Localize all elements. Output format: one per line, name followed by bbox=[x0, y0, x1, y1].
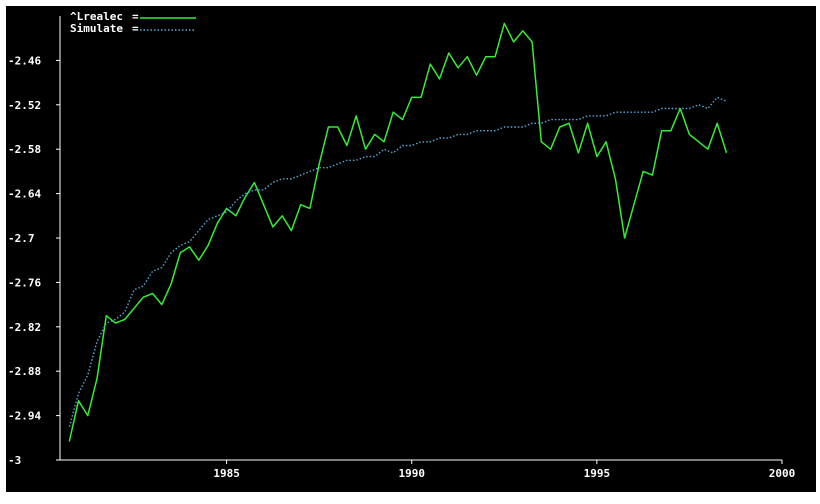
y-ticks: -2.46 -2.52 -2.58 -2.64 -2.7 -2.76 -2.82 -2.88 -… bbox=[8, 54, 60, 467]
line-chart: -2.46 -2.52 -2.58 -2.64 -2.7 -2.76 -2.82 -2.88 -… bbox=[8, 10, 795, 480]
legend-label-lrealec: ^Lrealec bbox=[70, 10, 123, 23]
y-tick-label: -2.64 bbox=[8, 188, 41, 201]
y-tick-label: -2.94 bbox=[8, 410, 41, 423]
x-tick-label: 2000 bbox=[769, 467, 796, 480]
legend-eq-simulate: = bbox=[132, 22, 139, 35]
plot-area: -2.46 -2.52 -2.58 -2.64 -2.7 -2.76 -2.82 -2.88 -… bbox=[6, 6, 816, 492]
y-tick-label: -2.7 bbox=[8, 232, 35, 245]
legend-eq-lrealec: = bbox=[132, 10, 139, 23]
y-tick-label: -2.52 bbox=[8, 99, 41, 112]
x-tick-label: 1990 bbox=[398, 467, 425, 480]
y-tick-label: -3 bbox=[8, 454, 21, 467]
y-tick-label: -2.46 bbox=[8, 54, 41, 67]
y-tick-label: -2.88 bbox=[8, 365, 41, 378]
y-tick-label: -2.58 bbox=[8, 143, 41, 156]
x-tick-label: 1995 bbox=[584, 467, 611, 480]
y-tick-label: -2.76 bbox=[8, 276, 41, 289]
legend-label-simulate: Simulate bbox=[70, 22, 123, 35]
axes bbox=[59, 16, 782, 461]
series-line-simulate bbox=[68, 96, 727, 427]
legend: ^Lrealec = Simulate = bbox=[70, 10, 196, 35]
series-layer bbox=[68, 22, 728, 442]
x-ticks: 1985 1990 1995 2000 bbox=[213, 460, 795, 480]
x-tick-label: 1985 bbox=[213, 467, 240, 480]
series-line-lrealec bbox=[68, 22, 728, 442]
y-tick-label: -2.82 bbox=[8, 321, 41, 334]
